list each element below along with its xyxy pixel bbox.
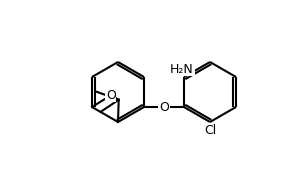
- Text: O: O: [159, 100, 169, 114]
- Text: Cl: Cl: [204, 124, 216, 137]
- Text: O: O: [106, 89, 116, 102]
- Text: H₂N: H₂N: [170, 63, 194, 75]
